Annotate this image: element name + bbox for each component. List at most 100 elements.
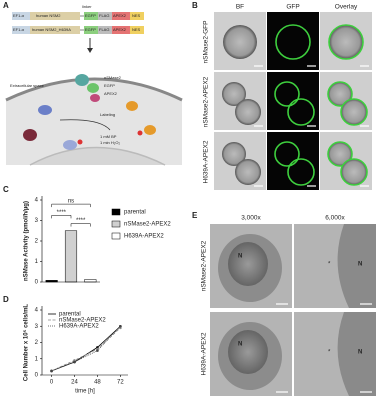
cell [329,25,363,59]
label-dot [137,130,143,136]
label-dot [77,139,83,145]
nucleus-label: N [358,262,362,268]
point [50,369,53,373]
protein [87,83,99,93]
protein [126,101,138,111]
point [96,349,99,352]
point [73,360,76,364]
gfp-signal [340,158,368,186]
significance-label: ns [68,199,74,205]
protein [90,94,100,102]
y-tick-label: 0 [35,373,39,379]
x-tick-label: 72 [117,380,124,386]
segment-label: APEX2 [113,13,127,18]
axes [41,306,128,376]
legend-label: parental [59,312,81,318]
panel-label: B [192,1,198,10]
significance-label: **** [76,218,86,224]
legend-swatch [111,232,121,240]
segment-label: APEX2 [113,27,127,32]
segment-label: human NSM2 [36,13,61,18]
cell [341,99,367,125]
arrow-head [87,48,93,53]
cell [235,159,261,185]
nucleus-label: N [238,342,242,348]
cell [222,142,246,166]
column-header: GFP [286,4,299,11]
row-label: nSMase2-GFP [203,21,210,64]
protein-label: APEX2 [104,91,118,96]
nuclear-envelope [337,224,376,308]
gfp-signal [274,81,300,107]
membrane [5,77,183,102]
y-tick-label: 0 [35,280,39,286]
y-tick-label: 3 [35,218,39,224]
y-tick-label: 1 [35,259,39,265]
row-label: H639A-APEX2 [201,332,208,375]
x-tick-label: 24 [71,380,78,386]
significance-bracket [70,223,91,227]
gfp-signal [287,98,315,126]
y-tick-label: 4 [35,198,39,204]
column-header: 6,000x [325,215,345,222]
series-line [51,325,121,372]
nucleus-label: N [238,254,242,260]
protein-label: EGFP [104,83,115,88]
column-header: 3,000x [241,215,261,222]
y-tick-label: 4 [35,308,39,314]
panel-label: C [3,185,9,194]
protein [75,74,89,86]
legend-swatch [111,220,121,228]
panel-label: A [3,1,9,10]
column-header: BF [236,4,244,11]
construct [12,12,144,34]
micrograph [267,12,319,70]
row-label: nSMase2-APEX2 [203,76,210,127]
legend-label: nSMase2-APEX2 [124,222,171,228]
extracellular-label: Extracellular space [10,83,45,88]
cell [341,159,367,185]
series-line [51,327,121,372]
legend-label: parental [124,210,146,216]
protein [38,105,52,115]
y-tick-label: 2 [35,239,39,245]
x-tick-label: 48 [94,380,101,386]
condition-label: 1 mM BP [100,134,117,139]
gfp-signal [327,81,353,107]
segment-label: EF1-α [13,27,25,32]
significance-bracket [51,215,72,219]
significance-label: **** [57,210,67,216]
segment-label: EGFP [85,13,96,18]
column-header: Overlay [335,4,358,11]
y-tick-label: 2 [35,340,39,346]
series-line [51,325,121,372]
y-tick-label: 3 [35,324,39,330]
bar [84,279,97,283]
arrow [59,119,111,131]
gfp-signal [275,24,311,60]
significance-bracket [51,203,91,208]
marker: * [328,350,331,356]
protein-label: nSMase2 [104,75,122,80]
nucleus [228,242,268,286]
row-label: H639A-APEX2 [203,140,210,183]
condition-label: 1 min H₂O₂ [100,140,120,145]
nuclear-envelope [337,312,376,396]
row-label: nSMase2-APEX2 [201,240,208,291]
segment-label: human NSM2_H639A [32,27,71,32]
segment-label: EGFP [85,27,96,32]
segment-label: NES [132,27,141,32]
marker: * [328,262,331,268]
point [119,324,122,328]
legend-label: H639A-APEX2 [124,234,164,240]
x-tick-label: 0 [50,380,54,386]
nucleus-label: N [358,350,362,356]
cell [222,82,246,106]
gfp-signal [274,141,300,167]
legend-swatch [111,208,121,216]
labeling-label: Labeling [100,112,115,117]
cell [328,82,352,106]
gfp-signal [287,158,315,186]
cell [235,99,261,125]
segment-label: NES [132,13,141,18]
